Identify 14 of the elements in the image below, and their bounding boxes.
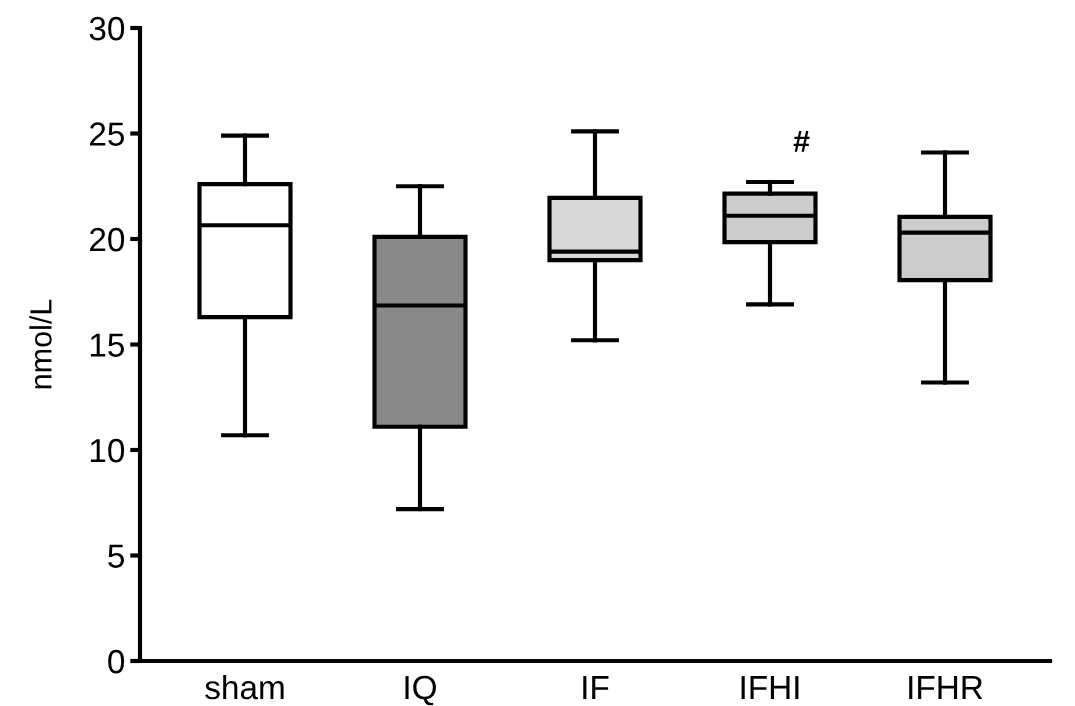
x-tick-label: IQ	[405, 675, 436, 706]
x-tick-label: sham	[205, 674, 284, 700]
y-tick-label: 25	[90, 122, 125, 146]
y-tick-label: 15	[90, 333, 125, 357]
y-tick-label: 10	[90, 438, 125, 463]
y-tick-label: 30	[89, 16, 125, 41]
x-tick-label: IFHR	[909, 676, 983, 700]
y-tick-label: 0	[108, 649, 125, 674]
y-axis-title: nmol/L	[29, 299, 52, 389]
x-tick-label: IF	[583, 676, 609, 700]
y-tick-label: 5	[108, 544, 125, 568]
x-tick-label: IFHI	[741, 676, 799, 700]
annotation: #	[793, 130, 810, 152]
y-tick-label: 20	[90, 227, 125, 252]
